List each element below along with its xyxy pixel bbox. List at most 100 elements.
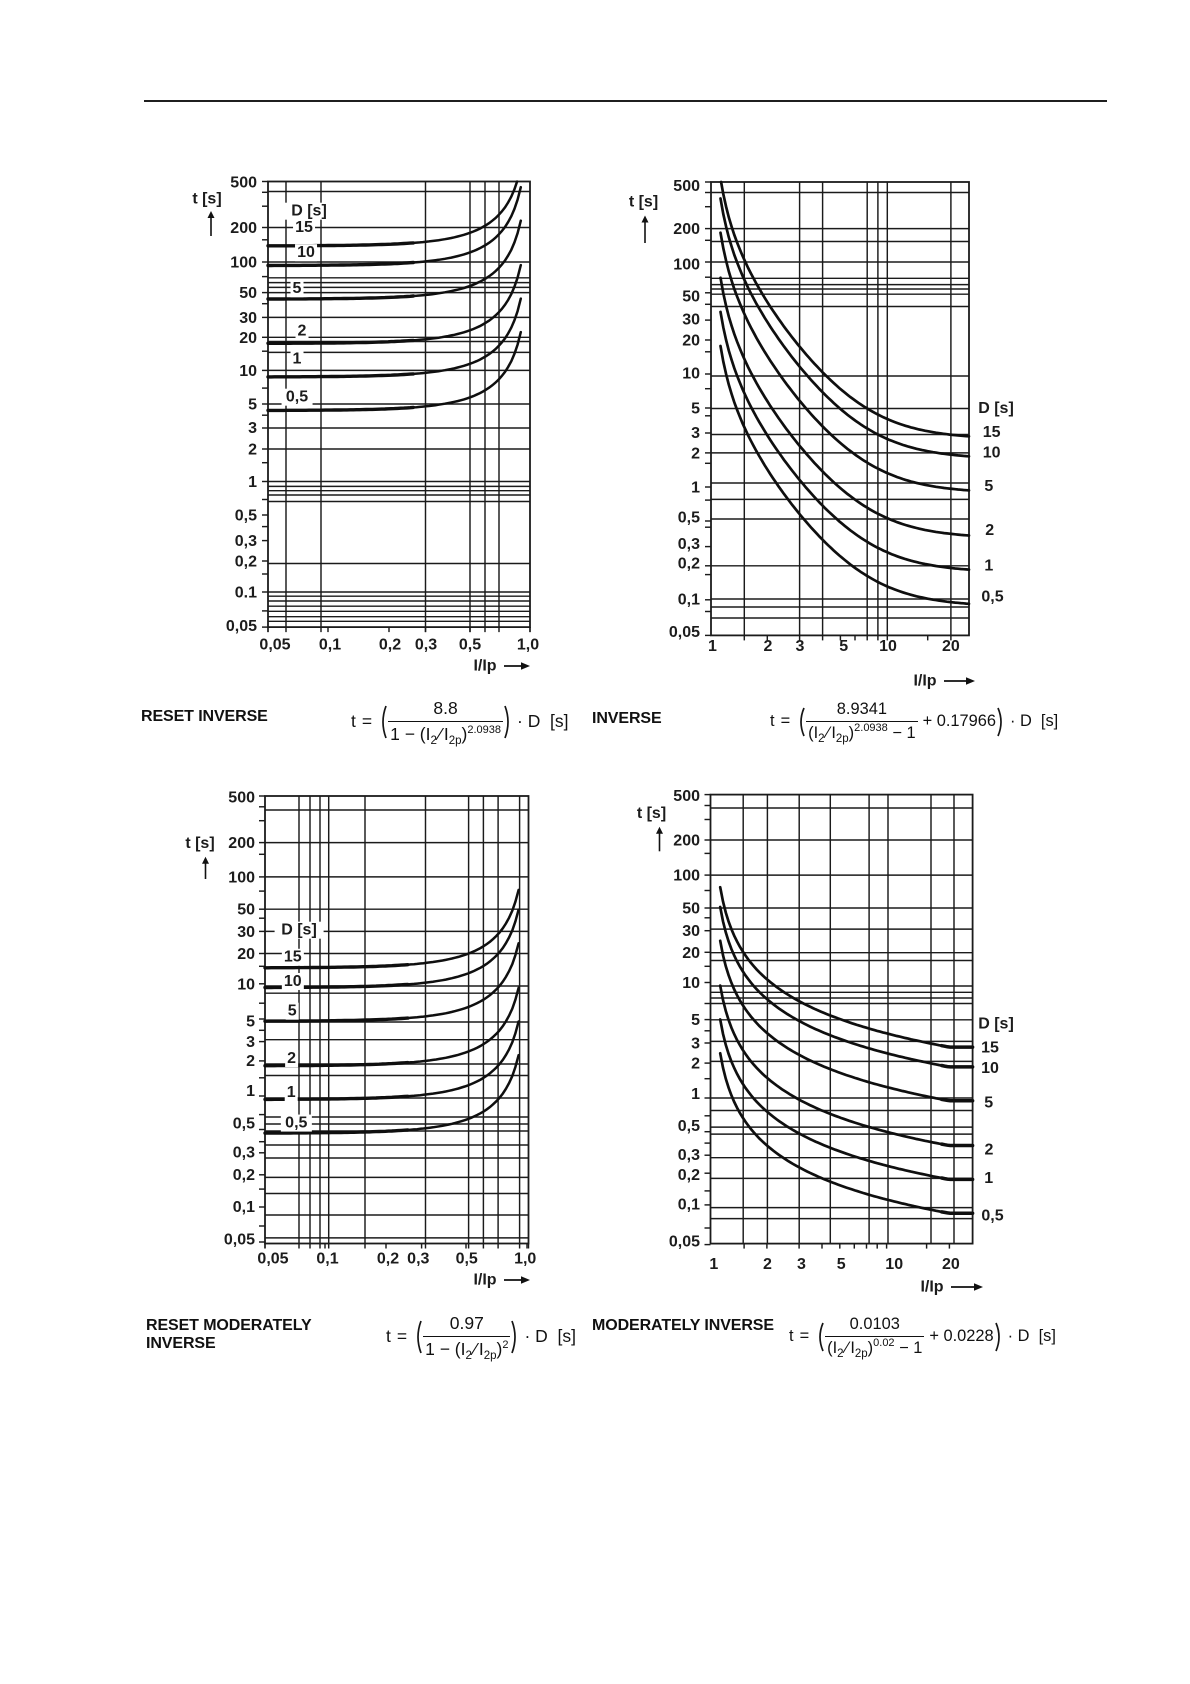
svg-text:50: 50 — [239, 285, 257, 302]
svg-text:t [s]: t [s] — [192, 191, 221, 208]
svg-text:5: 5 — [293, 280, 302, 297]
svg-text:0,05: 0,05 — [226, 618, 257, 635]
svg-text:2: 2 — [287, 1050, 296, 1067]
svg-text:0,2: 0,2 — [379, 637, 401, 654]
svg-text:0,1: 0,1 — [678, 1196, 700, 1213]
svg-text:0,05: 0,05 — [224, 1232, 255, 1249]
svg-text:t [s]: t [s] — [185, 835, 214, 852]
svg-text:5: 5 — [837, 1256, 846, 1273]
svg-text:0,05: 0,05 — [669, 1234, 700, 1251]
svg-text:500: 500 — [228, 790, 255, 807]
svg-text:20: 20 — [942, 1256, 960, 1273]
svg-text:10: 10 — [284, 973, 302, 990]
svg-text:30: 30 — [682, 923, 700, 940]
svg-text:0,1: 0,1 — [678, 591, 700, 608]
svg-text:0,3: 0,3 — [678, 1147, 700, 1164]
svg-text:15: 15 — [983, 424, 1001, 441]
svg-text:0,2: 0,2 — [377, 1251, 399, 1268]
svg-text:1: 1 — [691, 480, 700, 497]
svg-text:5: 5 — [691, 401, 700, 418]
svg-text:30: 30 — [239, 310, 257, 327]
svg-text:10: 10 — [239, 363, 257, 380]
svg-text:2: 2 — [298, 323, 307, 340]
svg-text:3: 3 — [691, 425, 700, 442]
svg-text:2: 2 — [691, 1056, 700, 1073]
svg-text:3: 3 — [248, 420, 257, 437]
svg-text:15: 15 — [981, 1040, 999, 1057]
svg-text:10: 10 — [981, 1060, 999, 1077]
svg-text:100: 100 — [228, 869, 255, 886]
svg-text:0,3: 0,3 — [415, 637, 437, 654]
svg-text:1: 1 — [708, 638, 717, 655]
svg-text:I/Ip: I/Ip — [913, 673, 936, 690]
svg-text:50: 50 — [682, 288, 700, 305]
svg-text:100: 100 — [230, 255, 257, 272]
svg-text:0,5: 0,5 — [678, 510, 700, 527]
svg-text:3: 3 — [796, 638, 805, 655]
svg-text:t [s]: t [s] — [629, 194, 658, 211]
svg-text:1: 1 — [293, 351, 302, 368]
svg-text:0,2: 0,2 — [678, 555, 700, 572]
svg-text:100: 100 — [673, 868, 700, 885]
svg-text:5: 5 — [984, 478, 993, 495]
svg-text:10: 10 — [237, 976, 255, 993]
svg-text:0,5: 0,5 — [233, 1116, 255, 1133]
svg-text:20: 20 — [239, 330, 257, 347]
svg-text:I/Ip: I/Ip — [473, 1272, 496, 1289]
svg-text:0,05: 0,05 — [257, 1251, 288, 1268]
svg-text:0,5: 0,5 — [981, 589, 1003, 606]
svg-text:5: 5 — [691, 1012, 700, 1029]
svg-text:100: 100 — [673, 257, 700, 274]
svg-text:0,5: 0,5 — [459, 637, 481, 654]
svg-text:0,1: 0,1 — [233, 1199, 255, 1216]
svg-text:15: 15 — [284, 949, 302, 966]
svg-text:3: 3 — [246, 1034, 255, 1051]
svg-text:0,05: 0,05 — [259, 637, 290, 654]
svg-text:20: 20 — [682, 945, 700, 962]
svg-text:200: 200 — [228, 835, 255, 852]
svg-text:0,5: 0,5 — [981, 1208, 1003, 1225]
svg-text:D [s]: D [s] — [281, 922, 317, 939]
svg-text:20: 20 — [237, 946, 255, 963]
svg-text:20: 20 — [942, 638, 960, 655]
svg-text:500: 500 — [673, 788, 700, 805]
svg-text:10: 10 — [682, 366, 700, 383]
svg-text:2: 2 — [763, 638, 772, 655]
svg-text:0,3: 0,3 — [235, 533, 257, 550]
svg-text:5: 5 — [248, 397, 257, 414]
svg-text:0,5: 0,5 — [285, 1114, 307, 1131]
svg-text:0,3: 0,3 — [678, 536, 700, 553]
svg-text:D [s]: D [s] — [291, 203, 327, 220]
svg-text:30: 30 — [682, 312, 700, 329]
svg-text:t [s]: t [s] — [637, 805, 666, 822]
svg-text:200: 200 — [230, 220, 257, 237]
svg-text:10: 10 — [879, 638, 897, 655]
svg-text:5: 5 — [246, 1014, 255, 1031]
svg-text:2: 2 — [246, 1053, 255, 1070]
svg-text:10: 10 — [885, 1256, 903, 1273]
svg-text:0,05: 0,05 — [669, 624, 700, 641]
svg-text:0,3: 0,3 — [233, 1145, 255, 1162]
svg-text:50: 50 — [682, 901, 700, 918]
svg-text:20: 20 — [682, 333, 700, 350]
svg-text:5: 5 — [839, 638, 848, 655]
svg-text:1: 1 — [691, 1086, 700, 1103]
svg-text:5: 5 — [288, 1003, 297, 1020]
svg-text:0,5: 0,5 — [456, 1251, 478, 1268]
svg-text:5: 5 — [984, 1094, 993, 1111]
svg-text:1: 1 — [248, 474, 257, 491]
svg-text:1: 1 — [246, 1083, 255, 1100]
svg-text:2: 2 — [691, 445, 700, 462]
svg-text:0,5: 0,5 — [235, 508, 257, 525]
svg-text:3: 3 — [691, 1036, 700, 1053]
svg-text:1: 1 — [287, 1084, 296, 1101]
svg-text:I/Ip: I/Ip — [920, 1279, 943, 1296]
svg-text:3: 3 — [797, 1256, 806, 1273]
svg-text:10: 10 — [682, 975, 700, 992]
svg-text:1: 1 — [984, 1170, 993, 1187]
svg-text:500: 500 — [673, 178, 700, 195]
svg-text:500: 500 — [230, 175, 257, 192]
svg-text:0,3: 0,3 — [407, 1251, 429, 1268]
svg-text:1: 1 — [709, 1256, 718, 1273]
svg-text:0,1: 0,1 — [319, 637, 341, 654]
